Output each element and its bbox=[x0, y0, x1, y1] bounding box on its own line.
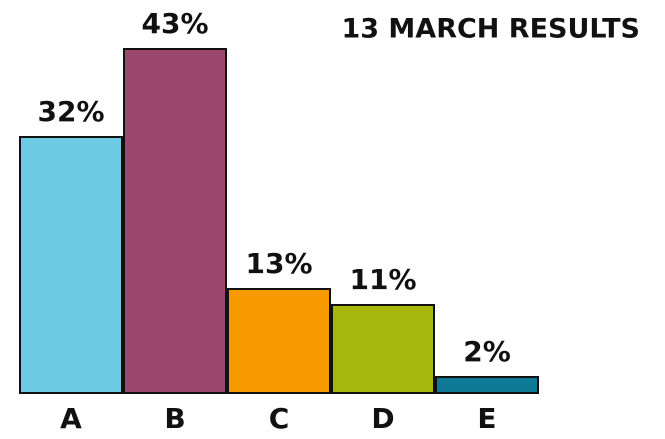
value-label: 13% bbox=[245, 247, 312, 280]
bar bbox=[435, 376, 539, 394]
value-label: 43% bbox=[141, 7, 208, 40]
bar bbox=[331, 304, 435, 394]
value-label: 2% bbox=[463, 335, 511, 368]
bar bbox=[227, 288, 331, 394]
value-label: 32% bbox=[37, 95, 104, 128]
x-tick-label: A bbox=[60, 402, 82, 435]
bar bbox=[19, 136, 123, 394]
x-tick-label: E bbox=[477, 402, 496, 435]
bar bbox=[123, 48, 227, 394]
x-tick-label: B bbox=[164, 402, 185, 435]
x-tick-label: D bbox=[371, 402, 394, 435]
value-label: 11% bbox=[349, 263, 416, 296]
x-tick-label: C bbox=[269, 402, 290, 435]
chart-title: 13 MARCH RESULTS bbox=[341, 14, 640, 45]
